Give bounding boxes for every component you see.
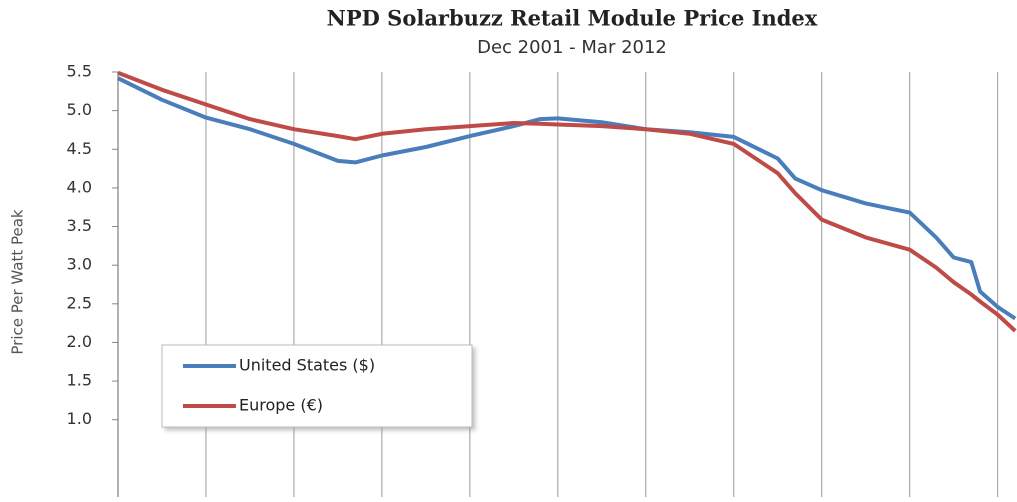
series-line — [117, 70, 1017, 333]
legend-box — [161, 344, 473, 428]
y-tick-label: 4.0 — [67, 177, 92, 196]
y-tick-label: 1.5 — [67, 371, 92, 390]
y-tick-label: 2.0 — [67, 332, 92, 351]
y-tick-label: 3.0 — [67, 255, 92, 274]
y-tick-label: 3.5 — [67, 216, 92, 235]
chart-subtitle: Dec 2001 - Mar 2012 — [477, 37, 667, 58]
chart-title: NPD Solarbuzz Retail Module Price Index — [327, 6, 818, 31]
series-line — [117, 76, 1017, 321]
grid: 5.5 5.0 4.5 4.0 3.5 3.0 2.5 2.0 1.5 1.0 — [67, 62, 999, 497]
legend-label: Europe (€) — [239, 396, 323, 415]
legend: United States ($) Europe (€) — [161, 344, 473, 428]
y-tick-label: 4.5 — [67, 139, 92, 158]
lines — [117, 70, 1017, 333]
y-axis-label: Price Per Watt Peak — [9, 209, 27, 355]
y-tick-label: 5.5 — [67, 62, 92, 81]
y-tick-label: 5.0 — [67, 100, 92, 119]
y-tick-label: 2.5 — [67, 293, 92, 312]
y-tick-label: 1.0 — [67, 409, 92, 428]
legend-label: United States ($) — [239, 356, 375, 375]
